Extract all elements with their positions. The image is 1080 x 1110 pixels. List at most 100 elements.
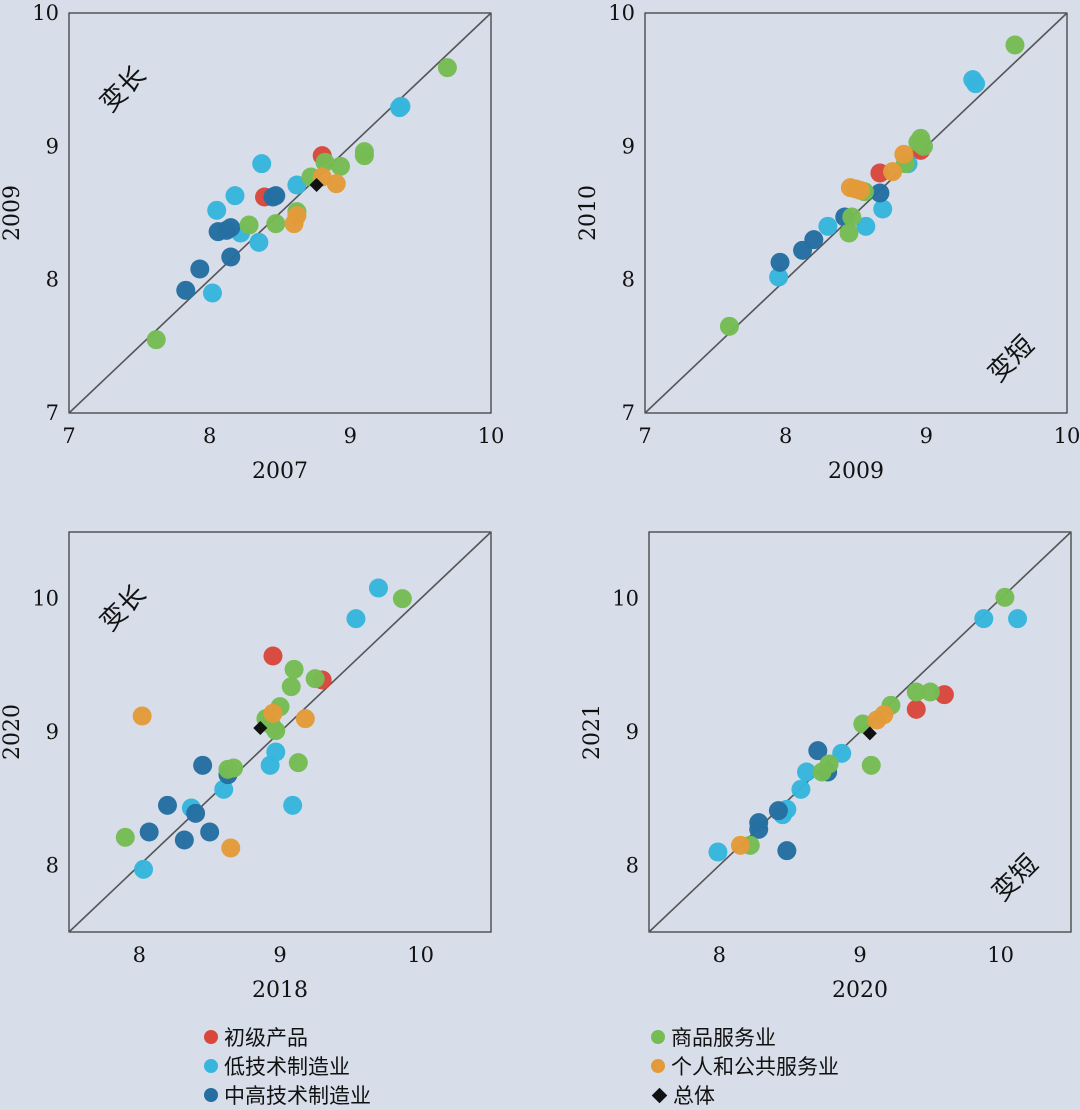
overall-point <box>253 721 268 735</box>
data-point <box>284 659 304 679</box>
data-point <box>263 646 283 666</box>
data-point <box>934 685 954 705</box>
chart-panel-3: 8 9 10 8 9 10 2018 2020 变长 <box>0 531 492 1003</box>
data-point <box>966 74 986 94</box>
y-tick-label: 9 <box>46 134 59 158</box>
data-point <box>861 755 881 775</box>
data-point <box>856 216 876 236</box>
data-point <box>281 677 301 697</box>
data-point <box>797 762 817 782</box>
y-tick-label: 9 <box>622 134 635 158</box>
region-annotation: 变短 <box>986 849 1044 907</box>
legend-label: 中高技术制造业 <box>224 1084 371 1108</box>
chart-panel-2: 7 8 9 10 7 8 9 10 2009 2010 变短 <box>576 1 1080 484</box>
data-point <box>263 187 283 207</box>
data-point <box>346 609 366 629</box>
legend-marker <box>651 1030 665 1044</box>
data-point <box>995 587 1015 607</box>
data-point <box>808 741 828 761</box>
legend-marker <box>204 1030 218 1044</box>
legend-marker <box>651 1087 668 1103</box>
data-point <box>132 706 152 726</box>
data-point <box>207 200 227 220</box>
data-point <box>974 609 994 629</box>
data-point <box>174 830 194 850</box>
data-point <box>770 252 790 272</box>
data-point <box>157 795 177 815</box>
data-point <box>818 216 838 236</box>
data-point <box>330 156 350 176</box>
data-point <box>326 174 346 194</box>
data-point <box>832 743 852 763</box>
data-point <box>221 838 241 858</box>
x-axis-label: 2009 <box>828 459 884 484</box>
data-point <box>391 96 411 116</box>
data-point <box>315 152 335 172</box>
data-point <box>749 813 769 833</box>
legend-label: 总体 <box>673 1084 715 1108</box>
data-point <box>768 801 788 821</box>
data-point <box>719 316 739 336</box>
data-point <box>305 669 325 689</box>
legend-marker <box>651 1059 665 1073</box>
data-point <box>883 162 903 182</box>
data-point <box>777 841 797 861</box>
chart-panel-4: 8 9 10 8 9 10 2020 2021 变短 <box>580 531 1072 1003</box>
data-point <box>354 142 374 162</box>
y-tick-label: 9 <box>46 720 59 744</box>
data-point <box>874 705 894 725</box>
y-tick-label: 8 <box>626 853 639 877</box>
data-point <box>239 215 259 235</box>
data-point <box>249 232 269 252</box>
legend-item-goods-services: 商品服务业 <box>651 1024 776 1050</box>
data-point <box>115 827 135 847</box>
plot-frame <box>68 531 492 933</box>
data-point <box>791 779 811 799</box>
y-tick-label: 8 <box>46 268 59 292</box>
data-point <box>266 721 286 741</box>
overall-point <box>862 726 877 741</box>
data-point <box>288 753 308 773</box>
data-point <box>873 199 893 219</box>
data-point <box>906 682 926 702</box>
x-tick-label: 8 <box>713 943 726 967</box>
region-annotation: 变长 <box>94 579 152 637</box>
data-point <box>769 267 789 287</box>
chart-panel-1: 7 8 9 10 7 8 9 10 2007 2009 变长 <box>0 1 504 484</box>
x-axis-label: 2020 <box>832 978 888 1003</box>
overall-point <box>309 178 324 192</box>
legend-item-overall: 总体 <box>651 1082 715 1108</box>
data-point <box>193 755 213 775</box>
data-point <box>176 280 196 300</box>
data-point <box>134 859 154 879</box>
y-tick-label: 7 <box>622 401 635 425</box>
data-point <box>920 682 940 702</box>
x-tick-label: 9 <box>853 943 866 967</box>
x-tick-label: 10 <box>407 943 434 967</box>
x-tick-label: 8 <box>779 424 792 448</box>
data-point <box>708 842 728 862</box>
data-point <box>730 835 750 855</box>
legend-marker <box>204 1059 218 1073</box>
legend-label: 初级产品 <box>224 1026 308 1050</box>
y-axis-label: 2009 <box>0 185 25 241</box>
y-tick-label: 9 <box>626 720 639 744</box>
data-point <box>804 230 824 250</box>
x-tick-label: 10 <box>478 424 505 448</box>
legend-marker <box>204 1088 218 1102</box>
data-point <box>850 180 870 200</box>
plot-frame <box>68 12 492 414</box>
x-tick-label: 10 <box>1054 424 1080 448</box>
x-tick-label: 10 <box>987 943 1014 967</box>
data-point <box>283 795 303 815</box>
data-point <box>266 742 286 762</box>
x-tick-label: 7 <box>62 424 75 448</box>
legend-label: 低技术制造业 <box>224 1055 350 1079</box>
x-tick-label: 9 <box>273 943 286 967</box>
data-point <box>894 144 914 164</box>
legend-item-primary-products: 初级产品 <box>204 1024 308 1050</box>
y-tick-label: 8 <box>622 268 635 292</box>
data-point <box>287 175 307 195</box>
y-tick-label: 10 <box>608 1 635 25</box>
